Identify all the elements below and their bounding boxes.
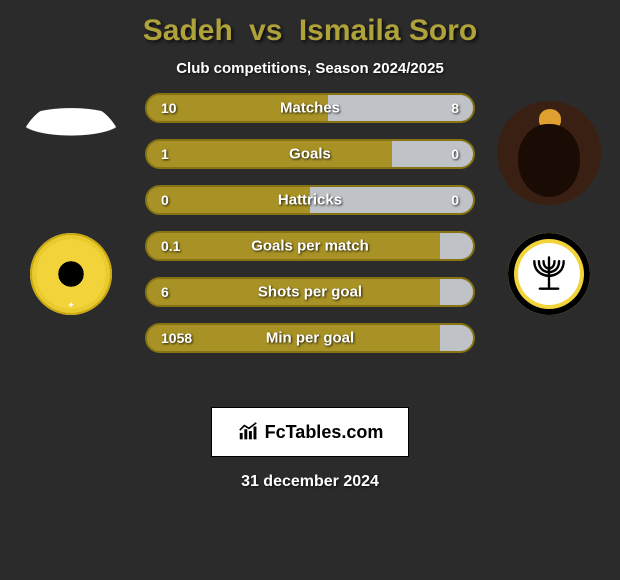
- left-player-column: [16, 101, 126, 315]
- footer: FcTables.com 31 december 2024: [10, 407, 610, 491]
- chart-icon: [237, 421, 259, 443]
- stat-row: 10Goals: [145, 139, 475, 169]
- snapshot-date: 31 december 2024: [241, 473, 379, 491]
- stat-row: 6Shots per goal: [145, 277, 475, 307]
- stat-label: Goals: [147, 146, 473, 163]
- stats-bars: 108Matches 10Goals 00Hattricks 0.1Goals per…: [145, 93, 475, 353]
- stat-label: Matches: [147, 100, 473, 117]
- right-player-column: [494, 101, 604, 315]
- player1-avatar: [19, 101, 123, 205]
- player2-name: Ismaila Soro: [299, 14, 477, 47]
- stat-row: 108Matches: [145, 93, 475, 123]
- player2-club-badge: [508, 233, 590, 315]
- brand-badge: FcTables.com: [211, 407, 410, 457]
- stat-row: 1058Min per goal: [145, 323, 475, 353]
- comparison-body: 108Matches10Goals00Hattricks0.1Goals per…: [10, 101, 610, 401]
- menorah-icon: [527, 252, 571, 296]
- stat-label: Min per goal: [147, 330, 473, 347]
- stat-row: 00Hattricks: [145, 185, 475, 215]
- stat-label: Shots per goal: [147, 284, 473, 301]
- stat-label: Goals per match: [147, 238, 473, 255]
- stat-label: Hattricks: [147, 192, 473, 209]
- brand-text: FcTables.com: [265, 422, 384, 443]
- subtitle: Club competitions, Season 2024/2025: [10, 60, 610, 77]
- player1-club-badge: [30, 233, 112, 315]
- title-vs: vs: [249, 14, 282, 47]
- player2-avatar: [497, 101, 601, 205]
- stat-row: 0.1Goals per match: [145, 231, 475, 261]
- comparison-title: Sadeh vs Ismaila Soro: [10, 14, 610, 48]
- player1-name: Sadeh: [143, 14, 233, 47]
